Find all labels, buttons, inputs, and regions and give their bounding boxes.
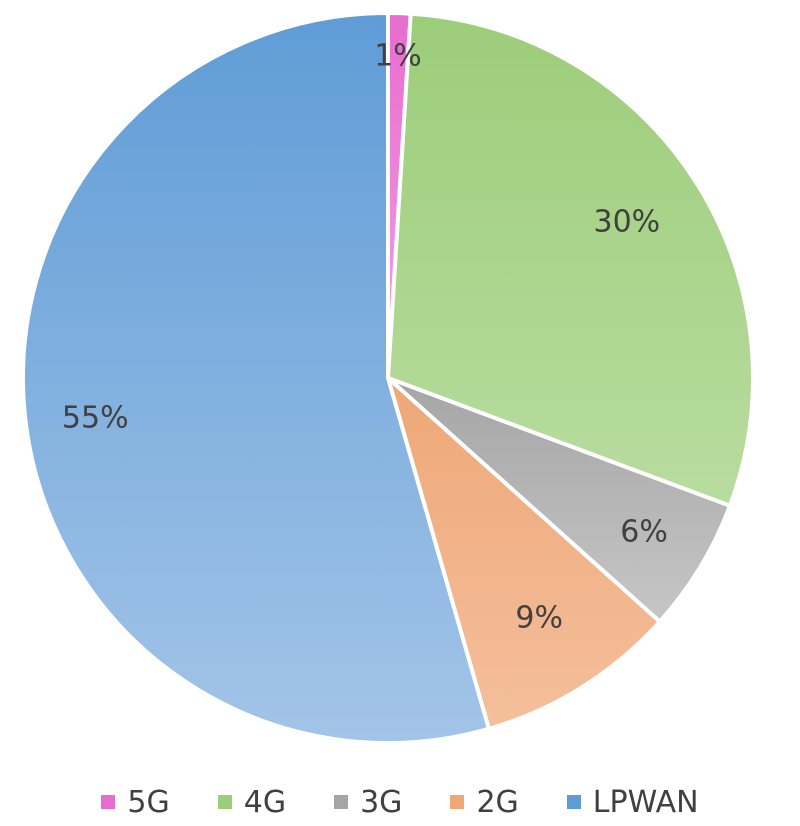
slice-lpwan (21, 11, 491, 745)
legend-swatch-5g (101, 795, 116, 809)
data-label-3g: 6% (620, 514, 668, 549)
legend: 5G 4G 3G 2G LPWAN (0, 780, 800, 824)
legend-item-2g: 2G (450, 784, 519, 820)
legend-swatch-4g (217, 795, 232, 809)
legend-swatch-3g (334, 795, 349, 809)
data-label-5g: 1% (374, 38, 422, 73)
legend-label-3g: 3G (360, 784, 403, 820)
legend-label-4g: 4G (243, 784, 287, 820)
slice-4g (386, 11, 755, 508)
legend-label-lpwan: LPWAN (592, 784, 699, 820)
legend-item-5g: 5G (101, 784, 170, 820)
slice-2g (386, 376, 662, 731)
legend-label-2g: 2G (476, 784, 519, 820)
legend-swatch-lpwan (566, 795, 581, 809)
legend-item-3g: 3G (334, 785, 402, 820)
legend-swatch-2g (450, 795, 465, 809)
data-label-lpwan: 55% (62, 401, 129, 436)
legend-item-4g: 4G (217, 784, 287, 820)
legend-item-lpwan: LPWAN (566, 784, 699, 820)
data-label-2g: 9% (515, 601, 563, 636)
legend-label-5g: 5G (127, 784, 170, 820)
pie-slices (21, 11, 755, 745)
pie-chart: 1% 30% 6% 9% 55% (21, 11, 755, 745)
data-label-4g: 30% (594, 205, 661, 240)
pie-data-labels: 1% 30% 6% 9% 55% (62, 38, 668, 635)
slice-3g (386, 376, 732, 624)
